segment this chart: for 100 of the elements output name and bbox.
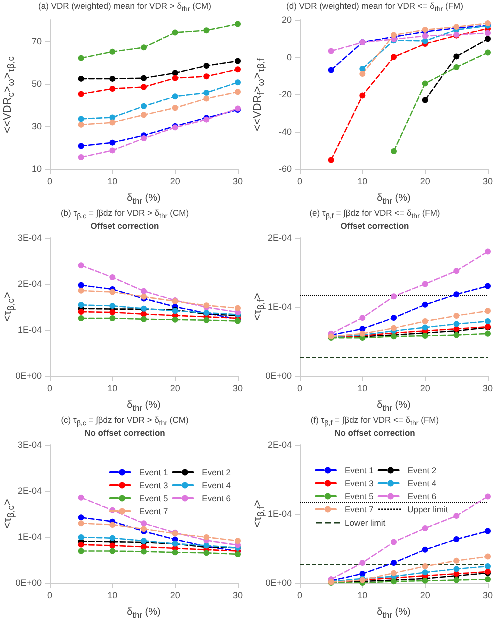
x-tick-label: 20 <box>420 384 430 394</box>
x-axis-title: δ$_{thr}$ (%) <box>127 607 161 620</box>
point <box>422 318 428 324</box>
point <box>204 550 210 556</box>
y-tick-label: 2E-04 <box>268 233 292 243</box>
point <box>422 332 428 339</box>
point <box>110 140 116 146</box>
point <box>391 570 397 576</box>
point <box>391 294 397 300</box>
point <box>422 302 428 308</box>
x-tick-label: 10 <box>358 384 368 394</box>
point <box>454 292 460 298</box>
point <box>172 75 178 82</box>
point <box>328 48 334 54</box>
x-tick-label: 20 <box>170 176 180 186</box>
point <box>422 281 428 288</box>
point <box>235 58 241 64</box>
point <box>454 536 460 543</box>
legend-label: Event 6 <box>408 492 437 502</box>
y-tick-label: 70 <box>32 36 42 46</box>
point <box>328 157 334 164</box>
point <box>235 538 241 544</box>
y-tick-label: 1E-04 <box>268 302 292 312</box>
point <box>454 64 460 70</box>
point <box>78 494 84 501</box>
point <box>78 548 84 554</box>
x-tick-label: 30 <box>232 384 244 394</box>
point <box>391 54 397 60</box>
point <box>391 315 397 322</box>
x-tick-label: 0 <box>297 590 303 600</box>
point <box>422 570 428 576</box>
x-tick-label: 20 <box>420 590 430 600</box>
point <box>485 308 491 314</box>
point <box>235 80 241 86</box>
chart-title: (b) τ$_{β,c}$ = ∫βdz for VDR > δ$_{thr}$ (CM) <box>60 208 190 221</box>
point <box>110 274 116 281</box>
y-tick-label: 30 <box>32 121 42 132</box>
point <box>235 66 241 73</box>
y-tick-label: -20 <box>278 90 292 100</box>
point <box>360 66 366 72</box>
point <box>204 90 210 96</box>
chart-title: (d) VDR (weighted) mean for VDR <= δ$_{thr}$ (FM) <box>286 1 464 14</box>
point <box>141 316 147 322</box>
y-tick-label: 1E-04 <box>268 509 292 519</box>
point <box>454 577 460 584</box>
point <box>454 268 460 274</box>
point <box>235 551 241 558</box>
x-tick-label: 10 <box>108 384 118 394</box>
point <box>485 554 491 560</box>
point <box>235 305 241 312</box>
y-tick-label: 2E-04 <box>18 486 42 496</box>
legend-label: Event 5 <box>345 492 374 502</box>
x-axis-title: δ$_{thr}$ (%) <box>127 400 161 413</box>
point <box>391 325 397 332</box>
point <box>235 89 241 96</box>
chart-title: (a) VDR (weighted) mean for VDR > δ$_{thr}$ (CM) <box>38 1 212 14</box>
point <box>110 114 116 121</box>
point <box>422 525 428 532</box>
point <box>110 548 116 554</box>
point <box>485 528 491 534</box>
point <box>78 262 84 269</box>
point <box>391 539 397 546</box>
x-tick-label: 30 <box>232 176 244 186</box>
point <box>454 321 460 328</box>
point <box>172 30 178 36</box>
x-tick-label: 20 <box>170 384 180 394</box>
point <box>172 70 178 76</box>
point <box>172 105 178 112</box>
point <box>78 514 84 521</box>
point <box>485 248 491 255</box>
point <box>454 566 460 572</box>
y-tick-label: 3E-04 <box>18 440 42 450</box>
y-tick-label: 0 <box>286 52 292 62</box>
point <box>485 330 491 337</box>
x-tick-label: 20 <box>420 176 430 186</box>
point <box>422 33 428 40</box>
point <box>110 316 116 322</box>
point <box>141 84 147 90</box>
chart-title: (c) τ$_{β,c}$ = ∫βdz for VDR > δ$_{thr}$ (CM) <box>60 415 190 428</box>
y-tick-label: 1E-04 <box>18 325 42 335</box>
x-tick-label: 10 <box>358 176 368 186</box>
point <box>141 520 147 527</box>
point <box>78 76 84 82</box>
point <box>78 309 84 316</box>
point <box>172 316 178 323</box>
x-axis-title: δ$_{thr}$ (%) <box>127 193 161 206</box>
chart-title: (f) τ$_{β,f}$ = ∫βdz for VDR <= δ$_{thr}$ (FM) <box>310 415 440 428</box>
point <box>78 282 84 288</box>
point <box>485 50 491 56</box>
chart-subtitle: No offset correction <box>334 428 416 438</box>
y-tick-label: 0E+00 <box>266 578 292 588</box>
point <box>360 560 366 566</box>
point <box>78 288 84 294</box>
chart-title: (e) τ$_{β,f}$ = ∫βdz for VDR <= δ$_{thr}$ (FM) <box>308 208 442 221</box>
point <box>485 283 491 290</box>
y-tick-label: 2E-04 <box>268 440 292 450</box>
point <box>141 311 147 318</box>
point <box>204 28 210 34</box>
point <box>422 324 428 331</box>
y-tick-label: -40 <box>278 126 292 137</box>
